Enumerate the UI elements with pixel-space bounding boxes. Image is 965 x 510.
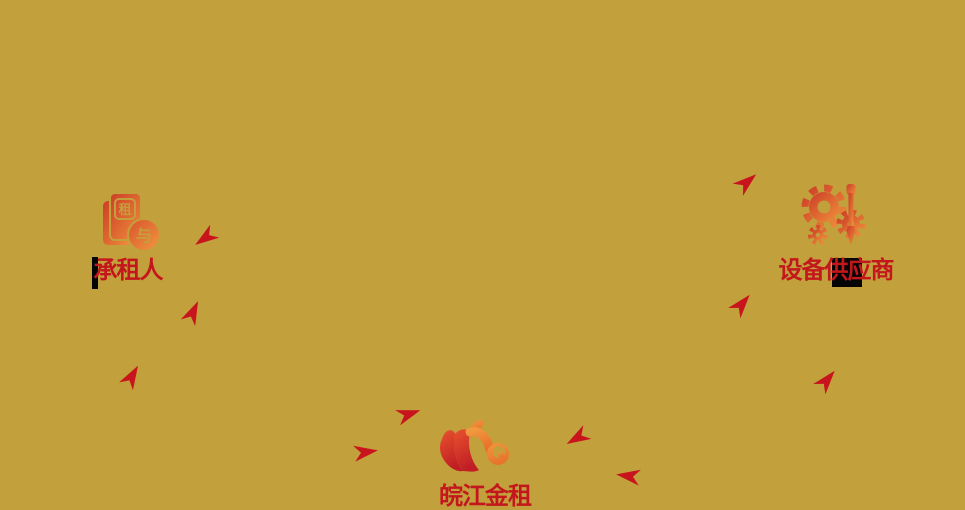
gears-tools-icon	[801, 184, 866, 245]
flow-arrowhead	[732, 174, 757, 196]
logo-left-stroke	[440, 430, 463, 472]
screwdriver-icon	[846, 184, 856, 245]
stamp-box	[114, 198, 136, 220]
flow-arrowhead	[195, 224, 220, 245]
flow-arrowhead	[566, 425, 592, 444]
node-lessor-label: 皖江金租	[439, 483, 532, 510]
small-gear-icon	[808, 225, 828, 245]
wanjiang-ribbon-logo	[440, 420, 509, 472]
contract-rent-icon: 租 与	[103, 192, 161, 252]
stamp-char: 租	[118, 202, 131, 217]
node-supplier-label: 设备供应商	[778, 257, 895, 284]
node-lessee-label: 承租人	[93, 257, 164, 284]
flow-arrowhead	[180, 301, 199, 327]
coin-char: 与	[136, 227, 152, 245]
flow-arrowhead	[395, 410, 421, 426]
flow-arrowhead	[119, 365, 138, 391]
large-gear-icon	[801, 184, 847, 230]
text-cursor-artifact	[92, 257, 98, 289]
flow-arrowhead	[353, 445, 378, 462]
logo-middle-stroke	[453, 429, 479, 472]
flow-arrowhead	[616, 469, 641, 486]
flow-arrowhead	[813, 370, 835, 395]
logo-swirl	[487, 443, 509, 465]
black-block-artifact	[832, 258, 862, 287]
coin-circle	[127, 218, 161, 252]
logo-right-stroke	[465, 427, 495, 455]
flow-arrowhead	[728, 294, 750, 319]
